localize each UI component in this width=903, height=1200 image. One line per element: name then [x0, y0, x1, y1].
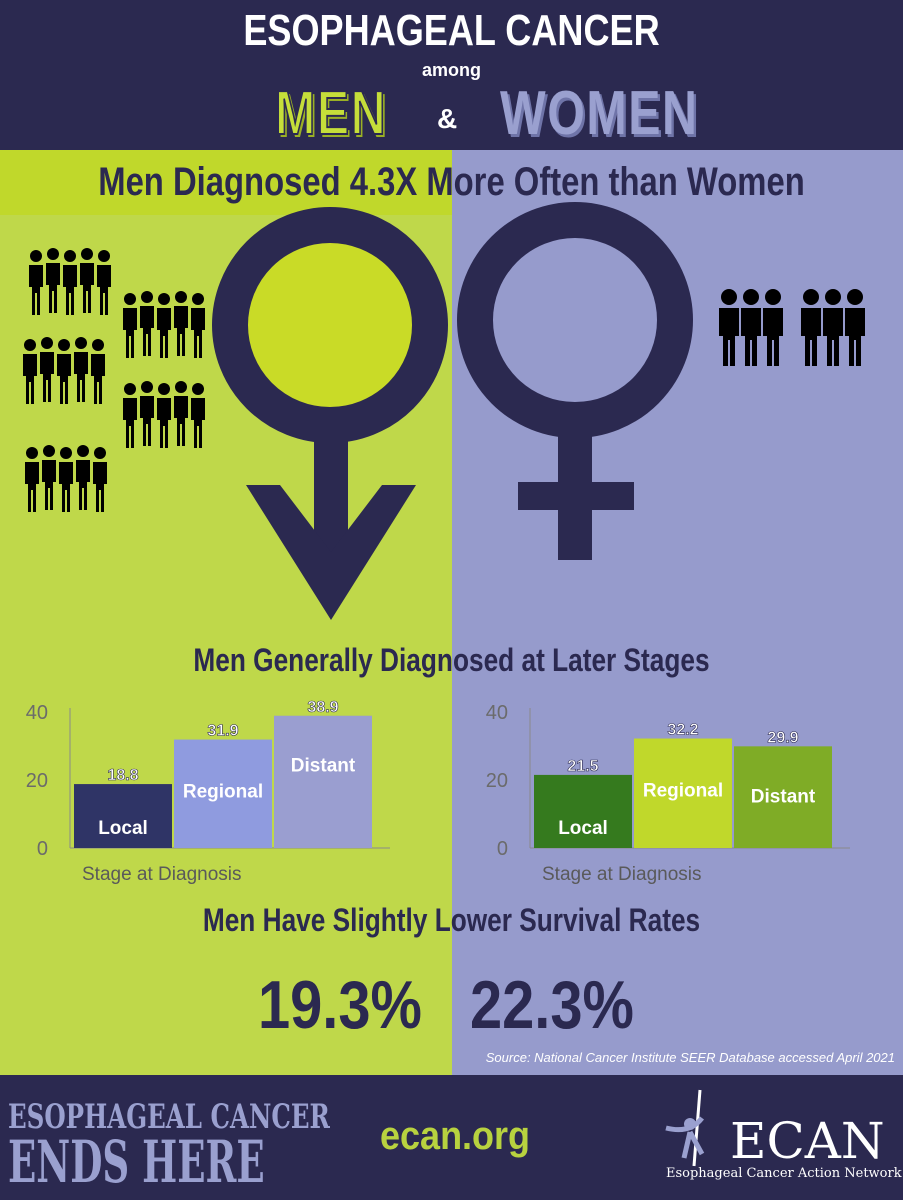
x-axis-label: Stage at Diagnosis: [82, 864, 242, 885]
men-stage-chart: 0 20 40 18.8 Local 31.9 Regional 38.9 Distant Sta…: [26, 700, 390, 885]
y-tick-label: 20: [26, 770, 48, 792]
among-label: among: [421, 60, 481, 80]
bar: [534, 774, 632, 848]
male-symbol-icon: [212, 207, 448, 620]
people-group-icon: [800, 288, 870, 368]
women-survival-rate: 22.3%: [470, 967, 634, 1043]
x-axis-label: Stage at Diagnosis: [542, 864, 702, 885]
y-tick-label: 0: [37, 838, 48, 860]
female-symbol-icon: [457, 202, 693, 560]
bar-value-label: 29.9: [767, 729, 798, 746]
headline: Men Diagnosed 4.3X More Often than Women: [98, 160, 805, 204]
footer-tagline-line1: ESOPHAGEAL CANCER: [8, 1097, 330, 1137]
category-label: Regional: [183, 782, 263, 803]
footer-banner: [0, 1075, 903, 1200]
ecan-wordmark: ECAN: [730, 1112, 885, 1170]
bar-value-label: 32.2: [667, 722, 698, 739]
bar: [734, 746, 832, 848]
bar: [634, 738, 732, 848]
bar: [274, 715, 372, 848]
bar-value-label: 38.9: [307, 700, 338, 716]
category-label: Distant: [291, 756, 356, 777]
y-tick-label: 0: [497, 838, 508, 860]
bar-value-label: 31.9: [207, 723, 238, 740]
people-group-icon: [718, 288, 788, 368]
ecan-logo-icon: [665, 1089, 705, 1167]
men-title: MEN: [274, 78, 388, 149]
people-group-icon: [28, 247, 118, 317]
footer-tagline-line2: ENDS HERE: [8, 1128, 265, 1196]
category-label: Regional: [643, 781, 723, 802]
ampersand: &: [437, 103, 458, 134]
women-title: WOMEN: [500, 79, 699, 148]
source-note: Source: National Cancer Institute SEER D…: [485, 1050, 895, 1065]
people-group-icon: [24, 444, 114, 514]
bar: [74, 784, 172, 848]
ecan-subtitle: Esophageal Cancer Action Network: [666, 1166, 902, 1181]
category-label: Local: [98, 818, 148, 839]
bar: [174, 739, 272, 848]
people-group-icon: [22, 336, 112, 406]
bar-value-label: 21.5: [567, 758, 598, 775]
category-label: Distant: [751, 786, 816, 807]
people-group-icon: [122, 290, 212, 360]
people-group-icon: [122, 380, 212, 450]
y-tick-label: 40: [26, 702, 48, 724]
y-tick-label: 20: [486, 770, 508, 792]
stages-heading: Men Generally Diagnosed at Later Stages: [193, 642, 710, 678]
header-banner: [0, 0, 903, 150]
gender-symbols: [212, 202, 693, 620]
category-label: Local: [558, 818, 608, 839]
y-tick-label: 40: [486, 702, 508, 724]
men-survival-rate: 19.3%: [258, 967, 422, 1043]
bar-value-label: 18.8: [107, 767, 138, 784]
women-stage-chart: 0 20 40 21.5 Local 32.2 Regional 29.9 Distant Sta…: [486, 702, 850, 885]
survival-heading: Men Have Slightly Lower Survival Rates: [202, 902, 701, 938]
headline-band: [0, 150, 452, 215]
website-link[interactable]: ecan.org: [380, 1114, 531, 1158]
page-title: ESOPHAGEAL CANCER: [243, 6, 660, 55]
